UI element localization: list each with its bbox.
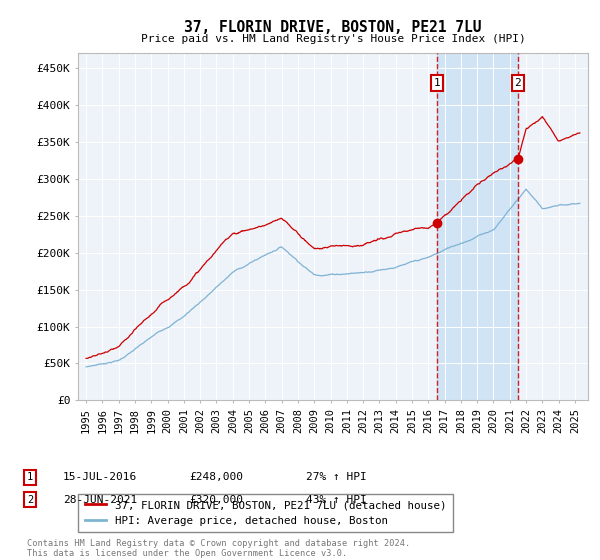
Text: 15-JUL-2016: 15-JUL-2016 (63, 472, 137, 482)
Legend: 37, FLORIN DRIVE, BOSTON, PE21 7LU (detached house), HPI: Average price, detache: 37, FLORIN DRIVE, BOSTON, PE21 7LU (deta… (79, 494, 453, 532)
Text: 1: 1 (27, 472, 33, 482)
Text: 28-JUN-2021: 28-JUN-2021 (63, 494, 137, 505)
Text: 37, FLORIN DRIVE, BOSTON, PE21 7LU: 37, FLORIN DRIVE, BOSTON, PE21 7LU (184, 20, 482, 35)
Text: Price paid vs. HM Land Registry's House Price Index (HPI): Price paid vs. HM Land Registry's House … (140, 34, 526, 44)
Text: 2: 2 (27, 494, 33, 505)
Text: 1: 1 (434, 78, 440, 88)
Text: 43% ↑ HPI: 43% ↑ HPI (306, 494, 367, 505)
Bar (437, 53, 518, 400)
Text: 2: 2 (514, 78, 521, 88)
Text: £248,000: £248,000 (189, 472, 243, 482)
Text: Contains HM Land Registry data © Crown copyright and database right 2024.
This d: Contains HM Land Registry data © Crown c… (27, 539, 410, 558)
Text: 27% ↑ HPI: 27% ↑ HPI (306, 472, 367, 482)
Text: £320,000: £320,000 (189, 494, 243, 505)
